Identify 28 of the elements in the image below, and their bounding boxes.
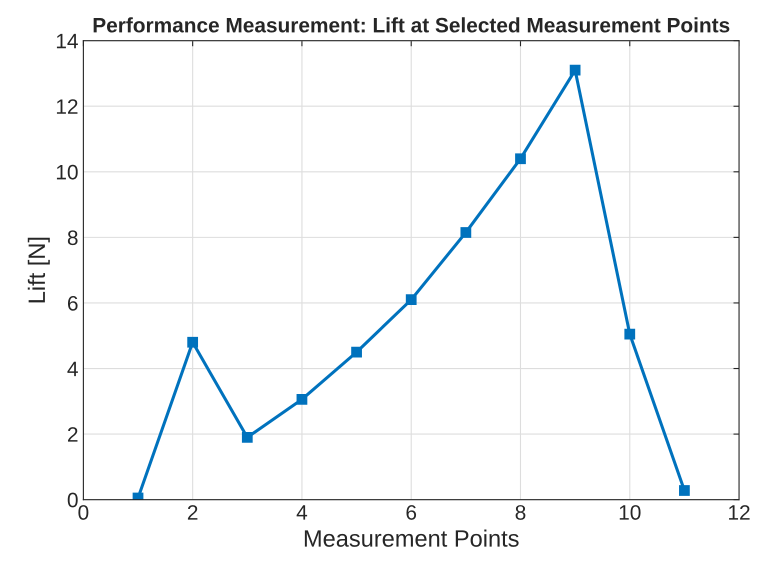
y-tick-label: 14: [56, 34, 78, 48]
y-tick-label: 8: [68, 230, 78, 246]
point: [242, 432, 253, 443]
y-tick-label: 6: [68, 296, 78, 311]
y-tick-label: 10: [56, 164, 78, 180]
chart-title: Performance Measurement: Lift at Selected Measurement Points: [94, 17, 730, 33]
x-tick-label: 8: [516, 505, 526, 520]
y-tick-label: 12: [56, 99, 78, 114]
x-tick-label: 10: [620, 505, 641, 520]
y-tick-label: 4: [67, 362, 78, 376]
point: [460, 227, 472, 238]
point: [187, 336, 198, 348]
x-tick-label: 4: [296, 505, 308, 520]
point: [624, 328, 636, 340]
point: [406, 294, 417, 306]
point: [515, 153, 526, 164]
point: [351, 346, 362, 358]
x-axis-title: Measurement Points: [304, 529, 519, 547]
point: [679, 485, 690, 496]
x-tick-label: 0: [78, 505, 88, 520]
point: [570, 64, 581, 76]
x-tick-label: 12: [729, 505, 750, 520]
point: [296, 394, 308, 405]
y-axis-title: Lift [N]: [28, 238, 50, 302]
y-tick-label: 2: [68, 427, 78, 442]
y-tick-label: 0: [68, 492, 78, 508]
x-tick-label: 2: [188, 505, 198, 520]
x-tick-label: 6: [406, 505, 416, 520]
